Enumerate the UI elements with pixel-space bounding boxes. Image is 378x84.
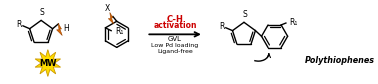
Text: H: H xyxy=(63,24,69,33)
Text: R₁: R₁ xyxy=(290,18,298,27)
Text: X: X xyxy=(105,4,110,13)
Text: GVL: GVL xyxy=(168,36,182,42)
Text: S: S xyxy=(243,10,247,19)
Polygon shape xyxy=(108,13,114,24)
Text: S: S xyxy=(40,8,45,17)
Text: R: R xyxy=(17,20,22,29)
Polygon shape xyxy=(35,50,60,76)
Text: MW: MW xyxy=(39,59,57,68)
Polygon shape xyxy=(57,23,62,36)
Text: Polythiophenes: Polythiophenes xyxy=(305,56,375,65)
Text: Low Pd loading: Low Pd loading xyxy=(152,43,199,48)
Text: R: R xyxy=(219,22,225,31)
Text: Ligand-free: Ligand-free xyxy=(157,49,193,54)
Text: C-H: C-H xyxy=(167,15,184,24)
Text: R₁: R₁ xyxy=(115,27,123,36)
Text: activation: activation xyxy=(153,21,197,30)
